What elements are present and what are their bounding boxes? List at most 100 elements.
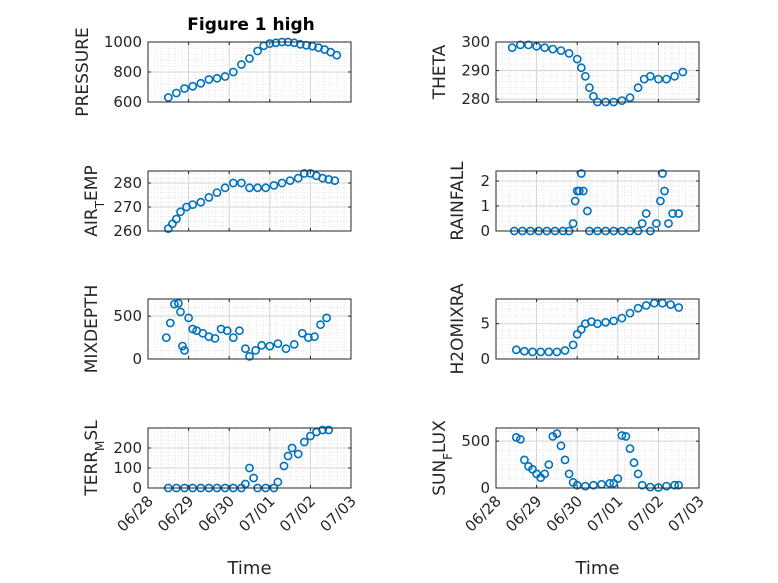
y-tick-label: 1000: [104, 33, 142, 51]
data-point: [236, 178, 246, 188]
data-point: [609, 316, 619, 326]
data-point: [161, 333, 171, 342]
data-point: [228, 178, 238, 188]
data-point: [279, 461, 289, 471]
axes-box: [147, 170, 352, 232]
x-tick-label: 07/01: [583, 492, 626, 535]
x-tick-label: 06/29: [154, 492, 197, 535]
series-markers: [163, 168, 340, 233]
x-tick-label: 06/28: [114, 492, 157, 535]
x-tick-label: 06/29: [502, 492, 545, 535]
data-point: [318, 425, 327, 435]
data-point: [176, 207, 185, 217]
data-point: [629, 458, 639, 468]
data-point: [511, 432, 521, 442]
y-tick-label: 500: [113, 307, 142, 325]
y-tick-label: 100: [113, 459, 142, 477]
y-axis-label: MIXDEPTH: [82, 285, 102, 374]
data-point: [605, 478, 615, 488]
data-point: [188, 81, 198, 91]
y-tick-label: 0: [480, 222, 490, 240]
data-point: [576, 63, 586, 73]
data-point: [324, 425, 334, 435]
data-point: [277, 178, 287, 188]
data-point: [188, 200, 198, 209]
data-point: [249, 473, 258, 483]
data-point: [204, 192, 214, 202]
data-point: [176, 307, 185, 317]
data-point: [564, 49, 574, 58]
data-point: [570, 196, 580, 206]
data-point: [332, 50, 342, 60]
data-point: [285, 176, 295, 185]
data-point: [601, 317, 610, 327]
data-point: [528, 347, 537, 357]
data-point: [520, 346, 529, 356]
data-point: [240, 344, 250, 354]
data-point: [163, 93, 173, 102]
axes-box: [147, 427, 352, 489]
data-point: [674, 303, 684, 312]
x-tick-label: 06/30: [195, 492, 238, 535]
x-tick-label: 07/01: [235, 492, 278, 535]
y-axis-label: TERRMSL: [82, 420, 107, 497]
data-point: [633, 303, 643, 313]
data-point: [552, 429, 562, 438]
data-point: [253, 183, 262, 193]
data-point: [641, 300, 651, 310]
data-point: [556, 441, 566, 451]
data-point: [310, 332, 319, 342]
data-point: [265, 39, 275, 48]
data-point: [228, 333, 238, 342]
y-axis-label: SUNFLUX: [430, 420, 455, 496]
data-point: [617, 431, 627, 440]
y-tick-label: 2: [480, 172, 490, 190]
data-point: [293, 449, 303, 459]
data-point: [228, 67, 238, 77]
data-point: [299, 437, 309, 447]
axes-box: [495, 41, 700, 103]
data-point: [589, 91, 598, 101]
data-point: [564, 469, 574, 479]
data-point: [220, 72, 230, 81]
data-point: [297, 328, 307, 338]
x-tick-label: 07/02: [276, 492, 319, 535]
data-point: [236, 60, 246, 69]
axes-box: [495, 427, 700, 489]
data-point: [617, 96, 627, 105]
data-point: [269, 180, 279, 190]
y-axis-label: RAINFALL: [448, 161, 468, 241]
data-point: [645, 482, 655, 492]
data-point: [171, 214, 181, 224]
data-point: [674, 209, 684, 218]
data-point: [316, 320, 325, 330]
data-point: [283, 451, 293, 461]
y-tick-label: 280: [461, 90, 490, 108]
data-point: [664, 219, 673, 228]
y-tick-label: 300: [461, 33, 490, 51]
x-tick-label: 06/30: [543, 492, 586, 535]
data-point: [645, 71, 655, 81]
figure-title: Figure 1 high: [187, 15, 315, 35]
axes-box: [495, 170, 700, 232]
y-tick-label: 500: [461, 432, 490, 450]
data-point: [621, 431, 631, 441]
data-point: [322, 313, 331, 323]
data-point: [251, 345, 260, 355]
data-point: [625, 444, 635, 453]
x-tick-label: 07/03: [665, 492, 708, 535]
data-point: [212, 73, 222, 83]
data-point: [662, 74, 671, 84]
subplot-mixdepth: 0 500 MIXDEPTH: [82, 285, 352, 374]
data-point: [536, 347, 546, 357]
data-point: [171, 88, 181, 98]
subplot-terr-msl: 0 100 200 TERRMSL 06/2806/2906/3007/0107/020…: [82, 420, 360, 579]
data-point: [516, 434, 525, 444]
data-point: [633, 469, 643, 479]
data-point: [184, 313, 193, 323]
data-point: [222, 326, 232, 336]
data-point: [560, 455, 570, 465]
data-point: [656, 196, 665, 206]
x-tick-label: 07/03: [317, 492, 360, 535]
